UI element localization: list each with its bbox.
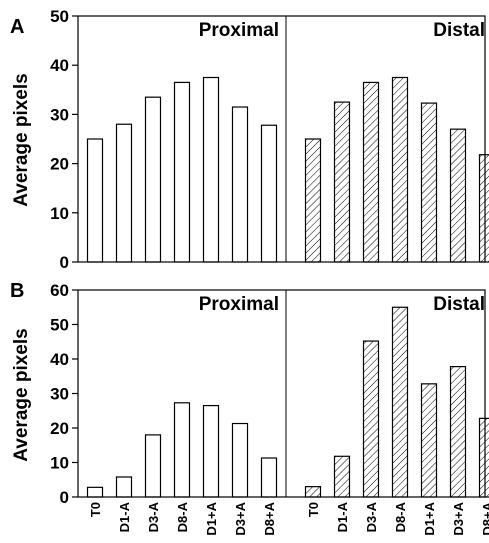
panel-b-distal-xtick-d1-a: D1-A [335,501,350,532]
panel-b-x-ticks: T0 D1-A D3-A D8-A D1+A D3+A D8+A T0 D1-A D3-A D8-A… [88,501,489,535]
panel-a-proximal-bar-d1-a [115,123,133,263]
panel-a-ytick-label-1: 10 [50,204,69,223]
panel-b-proximal-bar-d8-a [173,402,191,498]
panel-b-proximal-xtick-d3-a: D3-A [146,501,161,532]
panel-b-ytick-label-1: 10 [50,454,69,473]
panel-b-distal-label: Distal [433,294,485,315]
panel-b-ytick-label-3: 30 [50,385,69,404]
panel-b-distal-xtick-d8-a: D8-A [393,501,408,532]
panel-b-distal-bar-d8+a [478,417,489,498]
panel-a-ytick-label-2: 20 [50,155,69,174]
panel-a-proximal-bar-d8+a [260,124,278,263]
panel-a-y-axis-label: Average pixels [11,73,32,206]
panel-a-distal-bar-d1+a [420,102,438,263]
panel-a-bars [86,76,489,263]
panel-a-proximal-bar-d3-a [144,96,162,263]
panel-b-proximal-bar-d1+a [202,404,220,498]
panel-a-distal-bar-d8-a [391,76,409,263]
panel-b-bars [86,306,489,498]
panel-b-y-ticks: 0 10 20 30 40 50 60 [50,281,78,507]
panel-a-ytick-label-5: 50 [50,7,69,26]
panel-b-distal-bar-d1+a [420,383,438,498]
panel-a-ytick-label-3: 30 [50,105,69,124]
panel-a-y-ticks: 0 10 20 30 40 50 [50,7,78,272]
panel-b-label: B [10,280,24,302]
panel-a-ytick-label-0: 0 [60,253,69,272]
panel-b-proximal-bar-d8+a [260,457,278,498]
panel-a-distal-bar-t0 [304,138,322,263]
panel-a-distal-bar-d8+a [478,154,489,263]
panel-b-ytick-label-2: 20 [50,419,69,438]
panel-b-proximal-xtick-d1+a: D1+A [204,501,219,535]
panel-b-distal-xtick-t0: T0 [306,502,321,517]
panel-a-proximal-bar-d1+a [202,76,220,263]
panel-b-distal-xtick-d3-a: D3-A [364,501,379,532]
panel-a-proximal-bar-d3+a [231,106,249,263]
panel-b-proximal-bar-d3-a [144,434,162,498]
panel-b-distal-bar-d1-a [333,455,351,498]
panel-a-distal-bar-d1-a [333,101,351,263]
panel-a-proximal-label: Proximal [199,20,279,41]
panel-a-proximal-bar-t0 [86,138,104,263]
panel-a: A Average pixels Proximal Distal 0 10 20 30… [10,7,489,272]
panel-b-y-axis-label: Average pixels [11,328,32,461]
panel-b-proximal-xtick-d3+a: D3+A [233,501,248,535]
panel-b-proximal-label: Proximal [199,294,279,315]
panel-b-distal-bar-t0 [304,486,322,498]
panel-b-distal-bar-d3-a [362,340,380,498]
panel-a-distal-label: Distal [433,20,485,41]
panel-b-proximal-bar-t0 [86,486,104,498]
panel-b-proximal-xtick-d1-a: D1-A [117,501,132,532]
panel-b-ytick-label-4: 40 [50,350,69,369]
panel-b-plot-frame [77,289,486,498]
panel-b-proximal-bar-d1-a [115,476,133,498]
panel-b-ytick-label-5: 50 [50,316,69,335]
panel-b-proximal-xtick-d8-a: D8-A [175,501,190,532]
panel-a-distal-bar-d3-a [362,81,380,263]
panel-b-proximal-xtick-d8+a: D8+A [262,501,277,535]
panel-a-distal-bar-d3+a [449,128,467,263]
panel-a-plot-frame [77,15,486,263]
panel-b-distal-bar-d8-a [391,306,409,498]
panel-a-ytick-label-4: 40 [50,56,69,75]
panel-b-distal-xtick-d3+a: D3+A [451,501,466,535]
panel-b-distal-bar-d3+a [449,365,467,498]
panel-b-distal-xtick-d8+a: D8+A [480,501,489,535]
panel-a-label: A [10,16,24,38]
panel-b-distal-xtick-d1+a: D1+A [422,501,437,535]
panel-b: B Average pixels Proximal Distal 0 10 20 30… [10,280,489,536]
panel-b-ytick-label-6: 60 [50,281,69,300]
panel-b-proximal-bar-d3+a [231,422,249,498]
panel-a-proximal-bar-d8-a [173,81,191,263]
panel-b-ytick-label-0: 0 [60,488,69,507]
panel-b-proximal-xtick-t0: T0 [88,502,103,517]
